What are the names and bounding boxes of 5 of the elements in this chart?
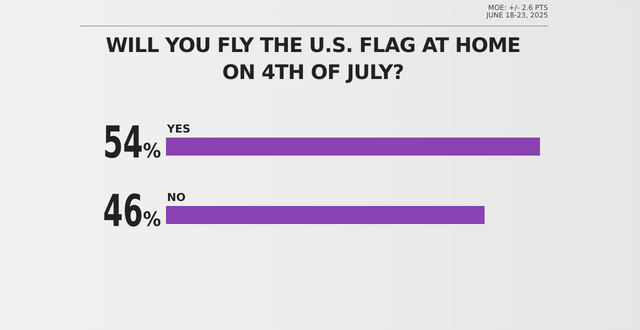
- data-label: 46%: [102, 186, 161, 237]
- y-tick-label: NO: [167, 191, 186, 204]
- chart-title: WILL YOU FLY THE U.S. FLAG AT HOME ON 4TH OF JULY?: [106, 33, 520, 84]
- data-label: 54%: [102, 118, 161, 169]
- y-tick-label: YES: [166, 122, 190, 136]
